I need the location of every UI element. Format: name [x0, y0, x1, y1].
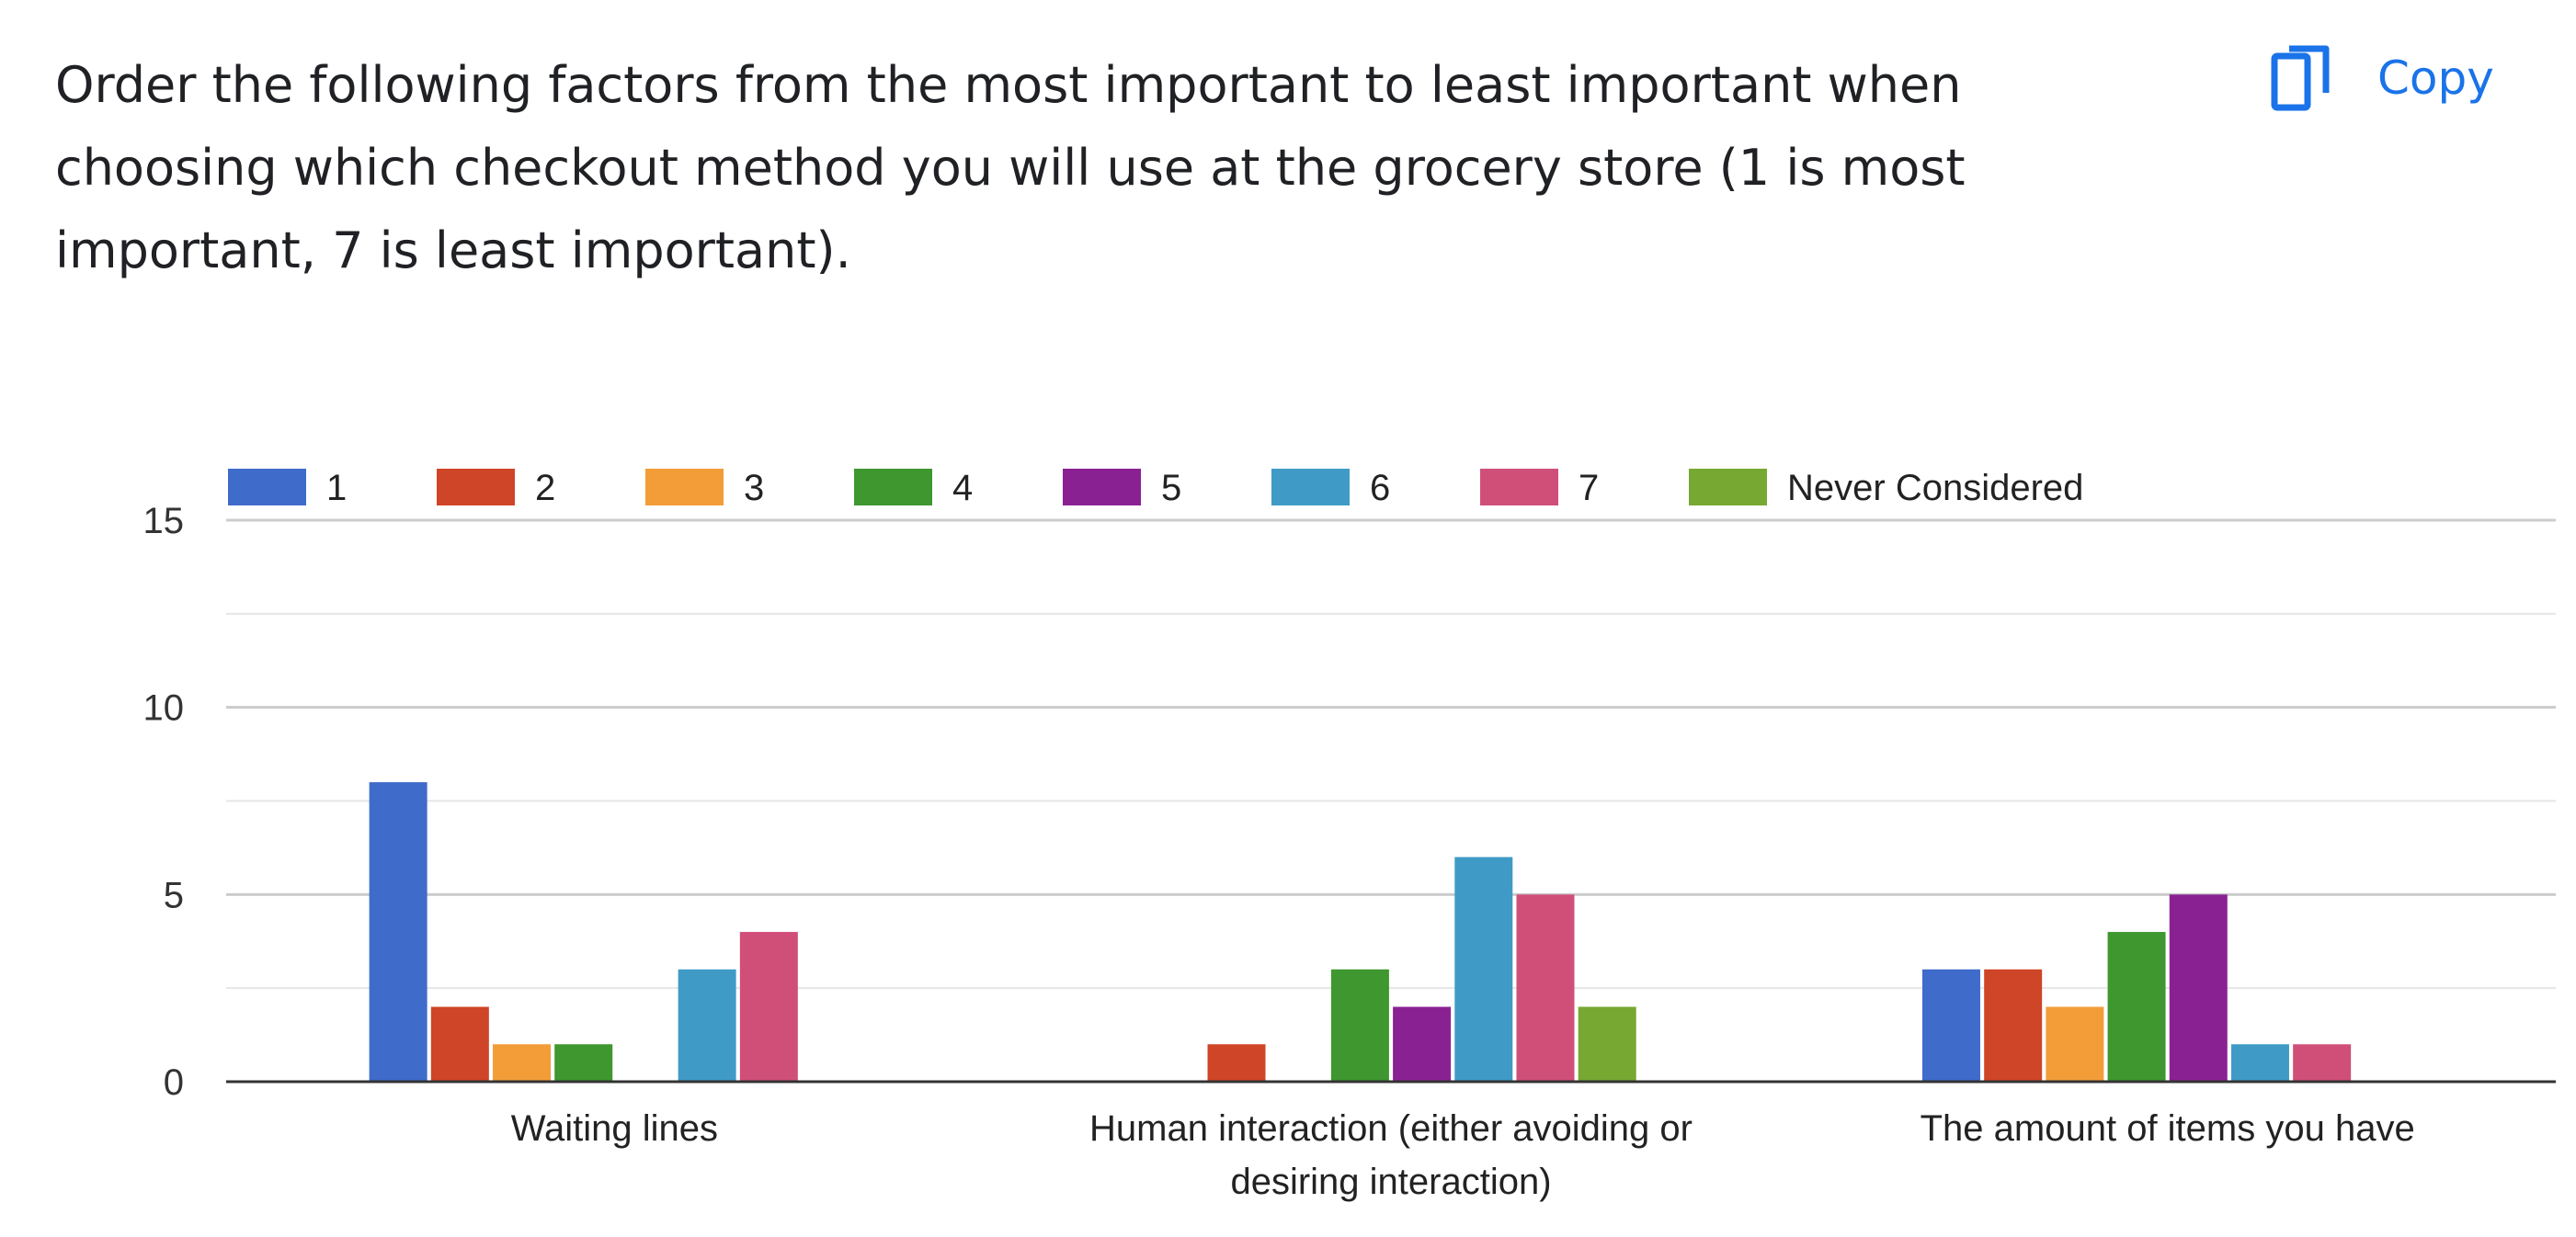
legend-label: 1 [326, 468, 347, 508]
y-tick-label: 0 [164, 1062, 184, 1103]
x-category-label: Human interaction (either avoiding or [1089, 1108, 1693, 1149]
legend-swatch [1271, 469, 1350, 505]
bar [1330, 969, 1389, 1082]
bar [2293, 1044, 2352, 1082]
bar [2107, 932, 2166, 1082]
bar [1454, 857, 1513, 1082]
legend-swatch [854, 469, 932, 505]
bar [1578, 1006, 1636, 1082]
legend-item: 5 [1063, 468, 1181, 508]
x-category-label: The amount of items you have [1921, 1108, 2415, 1149]
legend-swatch [1063, 469, 1141, 505]
legend-label: 2 [535, 468, 555, 508]
legend-item: 2 [437, 468, 555, 508]
x-axis-labels: Waiting lines Human interaction (either a… [511, 1108, 2415, 1202]
bar [1984, 969, 2043, 1082]
bar [1921, 969, 1980, 1082]
legend: 1 2 3 4 5 6 7 Never Considered [228, 468, 2083, 508]
legend-item: 6 [1271, 468, 1390, 508]
legend-label: 7 [1579, 468, 1599, 508]
bar [369, 782, 427, 1082]
legend-label: 3 [744, 468, 764, 508]
legend-swatch [645, 469, 724, 505]
legend-item: 1 [228, 468, 347, 508]
legend-item: 7 [1480, 468, 1599, 508]
x-category-label: desiring interaction) [1230, 1162, 1551, 1202]
y-tick-label: 10 [143, 688, 185, 729]
legend-item: 3 [645, 468, 764, 508]
bar [739, 932, 798, 1082]
x-category-label: Waiting lines [511, 1108, 718, 1149]
bars [369, 782, 2352, 1082]
y-tick-label: 15 [143, 501, 185, 541]
legend-label: Never Considered [1787, 468, 2083, 508]
bar [430, 1006, 489, 1082]
y-tick-label: 5 [164, 875, 184, 915]
legend-swatch [437, 469, 515, 505]
legend-item: 4 [854, 468, 973, 508]
bar [1207, 1044, 1266, 1082]
legend-item: Never Considered [1689, 468, 2083, 508]
question-text: Order the following factors from the mos… [55, 56, 1966, 279]
bar [554, 1044, 613, 1082]
legend-label: 4 [952, 468, 973, 508]
bar [1393, 1006, 1452, 1082]
copy-icon [2271, 45, 2330, 111]
bar [678, 969, 736, 1082]
y-axis-ticks: 0 5 10 15 [143, 501, 185, 1103]
legend-swatch [228, 469, 306, 505]
legend-label: 5 [1161, 468, 1181, 508]
bar [2046, 1006, 2104, 1082]
legend-swatch [1480, 469, 1558, 505]
copy-button[interactable]: Copy [2271, 37, 2494, 119]
bar [2169, 894, 2228, 1082]
copy-button-label: Copy [2377, 51, 2494, 105]
bar [2230, 1044, 2289, 1082]
grid-lines [226, 518, 2556, 990]
bar [493, 1044, 552, 1082]
legend-label: 6 [1370, 468, 1390, 508]
bar [1516, 894, 1575, 1082]
legend-swatch [1689, 469, 1767, 505]
